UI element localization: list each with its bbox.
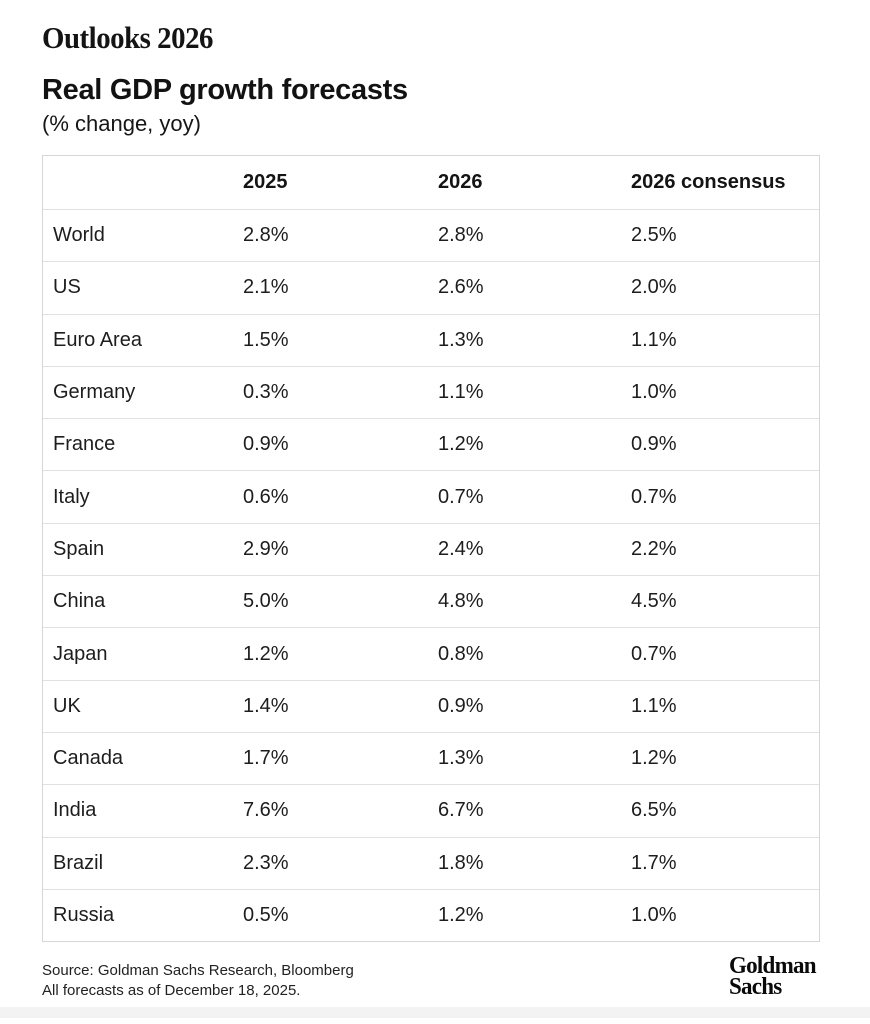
table-row: India 7.6% 6.7% 6.5%: [43, 784, 819, 836]
source-line-2: All forecasts as of December 18, 2025.: [42, 982, 301, 999]
row-label: Germany: [53, 381, 136, 404]
table-row: Russia 0.5% 1.2% 1.0%: [43, 888, 819, 941]
row-label: China: [53, 590, 106, 613]
row-label: Euro Area: [53, 328, 142, 351]
row-value: 2.6%: [438, 276, 484, 299]
row-value: 1.1%: [438, 381, 484, 404]
gdp-forecast-table: 2025 2026 2026 consensus World 2.8% 2.8% 2.…: [42, 155, 820, 943]
row-value: 6.5%: [631, 799, 677, 822]
row-value: 1.2%: [438, 904, 484, 926]
source-line-1: Source: Goldman Sachs Research, Bloomber…: [42, 962, 354, 979]
table-row: World 2.8% 2.8% 2.5%: [43, 209, 819, 261]
row-value: 0.5%: [243, 904, 289, 926]
row-value: 2.2%: [631, 537, 677, 560]
row-label: Canada: [53, 747, 124, 770]
row-value: 1.7%: [631, 851, 677, 874]
logo-line-1: Goldman: [729, 953, 817, 979]
row-value: 1.7%: [243, 747, 289, 770]
row-value: 1.1%: [631, 328, 677, 351]
row-value: 2.5%: [631, 224, 677, 247]
row-value: 1.3%: [438, 747, 484, 770]
row-value: 2.8%: [438, 224, 484, 247]
column-header-2026-consensus: 2026 consensus: [631, 171, 786, 193]
table-row: France 0.9% 1.2% 0.9%: [43, 418, 819, 470]
bottom-edge-strip: [0, 1007, 870, 1018]
row-label: France: [53, 433, 116, 456]
row-value: 0.7%: [438, 485, 484, 508]
goldman-sachs-logo: Goldman Sachs: [729, 953, 817, 1000]
row-value: 4.5%: [631, 590, 677, 613]
row-label: Spain: [53, 537, 105, 560]
table-row: US 2.1% 2.6% 2.0%: [43, 261, 819, 313]
row-value: 6.7%: [438, 799, 484, 822]
row-value: 0.9%: [243, 433, 289, 456]
row-value: 1.3%: [438, 328, 484, 351]
row-value: 1.0%: [631, 904, 677, 926]
row-label: Japan: [53, 642, 108, 665]
row-value: 2.8%: [243, 224, 289, 247]
row-value: 2.9%: [243, 537, 289, 560]
row-value: 2.3%: [243, 851, 289, 874]
row-label: India: [53, 799, 97, 822]
row-value: 1.1%: [631, 694, 677, 717]
table-row: Japan 1.2% 0.8% 0.7%: [43, 627, 819, 679]
logo-line-2: Sachs: [729, 974, 782, 1000]
row-value: 1.0%: [631, 381, 677, 404]
page-subtitle: (% change, yoy): [42, 111, 201, 136]
row-value: 1.8%: [438, 851, 484, 874]
row-value: 1.2%: [243, 642, 289, 665]
row-label: UK: [53, 694, 81, 717]
row-value: 5.0%: [243, 590, 289, 613]
row-label: Russia: [53, 904, 115, 926]
row-value: 0.9%: [631, 433, 677, 456]
report-series-title: Outlooks 2026: [42, 20, 213, 55]
row-value: 0.9%: [438, 694, 484, 717]
table-row: China 5.0% 4.8% 4.5%: [43, 575, 819, 627]
row-value: 4.8%: [438, 590, 484, 613]
table-row: Germany 0.3% 1.1% 1.0%: [43, 365, 819, 418]
row-value: 2.4%: [438, 537, 484, 560]
row-value: 0.3%: [243, 381, 289, 404]
source-note: Source: Goldman Sachs Research, Bloomber…: [42, 961, 354, 1001]
table-header-row: 2025 2026 2026 consensus: [43, 156, 819, 209]
row-label: US: [53, 276, 81, 299]
row-value: 0.6%: [243, 485, 289, 508]
table-row: UK 1.4% 0.9% 1.1%: [43, 679, 819, 732]
row-value: 1.4%: [243, 694, 289, 717]
table-row: Brazil 2.3% 1.8% 1.7%: [43, 836, 819, 889]
row-value: 1.2%: [631, 747, 677, 770]
row-value: 0.7%: [631, 485, 677, 508]
row-label: Brazil: [53, 851, 104, 874]
row-value: 2.0%: [631, 276, 677, 299]
page-title: Real GDP growth forecasts: [42, 74, 408, 106]
row-label: Italy: [53, 485, 90, 508]
row-value: 1.5%: [243, 328, 289, 351]
table-row: Canada 1.7% 1.3% 1.2%: [43, 731, 819, 784]
table-row: Italy 0.6% 0.7% 0.7%: [43, 470, 819, 522]
row-value: 0.8%: [438, 642, 484, 665]
row-label: World: [53, 224, 105, 247]
column-header-2026: 2026: [438, 171, 483, 193]
row-value: 0.7%: [631, 642, 677, 665]
table-row: Spain 2.9% 2.4% 2.2%: [43, 522, 819, 575]
row-value: 1.2%: [438, 433, 484, 456]
table-row: Euro Area 1.5% 1.3% 1.1%: [43, 313, 819, 366]
row-value: 2.1%: [243, 276, 289, 299]
column-header-2025: 2025: [243, 171, 288, 193]
row-value: 7.6%: [243, 799, 289, 822]
